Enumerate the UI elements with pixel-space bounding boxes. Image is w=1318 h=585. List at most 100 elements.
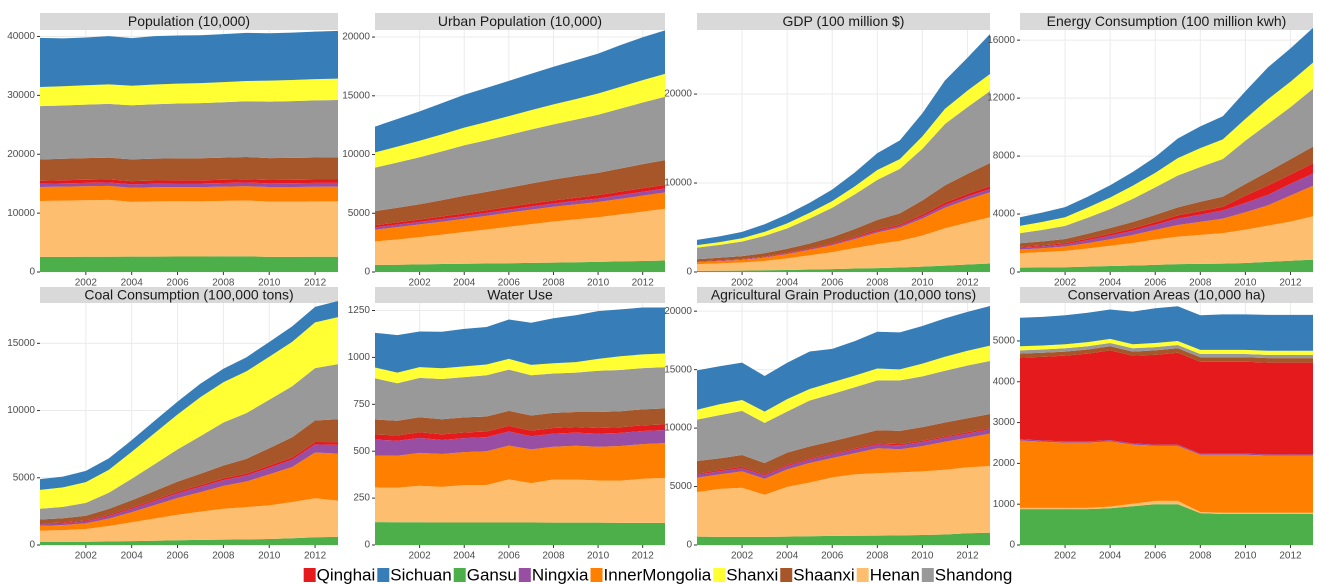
area bbox=[40, 364, 338, 520]
area bbox=[375, 260, 665, 272]
y-tick-label: 0 bbox=[364, 540, 370, 551]
y-tick-label: 10000 bbox=[342, 149, 370, 160]
area bbox=[697, 345, 990, 423]
area bbox=[375, 522, 665, 545]
area bbox=[375, 477, 665, 523]
y-tick-label: 2000 bbox=[993, 458, 1016, 469]
strip-title: GDP (100 million $) bbox=[783, 13, 905, 29]
x-tick-label: 2002 bbox=[408, 278, 431, 289]
y-tick-label: 0 bbox=[29, 540, 35, 551]
x-tick-label: 2008 bbox=[866, 278, 889, 289]
strip bbox=[375, 287, 665, 303]
area bbox=[375, 307, 665, 373]
area bbox=[1020, 306, 1313, 351]
x-tick-label: 2004 bbox=[453, 278, 476, 289]
area bbox=[40, 498, 338, 543]
x-tick-label: 2006 bbox=[498, 551, 521, 562]
y-tick-label: 4000 bbox=[993, 209, 1016, 220]
strip-title: Water Use bbox=[487, 287, 553, 303]
area bbox=[40, 536, 338, 545]
y-tick-label: 250 bbox=[353, 493, 370, 504]
x-tick-label: 2008 bbox=[1189, 278, 1212, 289]
area bbox=[1020, 88, 1313, 244]
area bbox=[40, 185, 338, 202]
legend-swatch bbox=[303, 568, 316, 582]
area bbox=[375, 208, 665, 265]
area bbox=[375, 30, 665, 153]
area bbox=[40, 100, 338, 160]
y-tick-label: 4000 bbox=[993, 376, 1016, 387]
x-tick-label: 2008 bbox=[542, 278, 565, 289]
y-tick-label: 5000 bbox=[993, 336, 1016, 347]
area bbox=[697, 465, 990, 537]
strip-title: Population (10,000) bbox=[128, 13, 250, 29]
x-tick-label: 2008 bbox=[212, 551, 235, 562]
area bbox=[697, 428, 990, 476]
x-tick-label: 2010 bbox=[587, 278, 610, 289]
x-tick-label: 2004 bbox=[1099, 551, 1122, 562]
y-tick-label: 0 bbox=[1009, 540, 1015, 551]
strip bbox=[40, 287, 338, 303]
x-tick-label: 2010 bbox=[911, 551, 934, 562]
x-tick-label: 2002 bbox=[731, 551, 754, 562]
x-tick-label: 2012 bbox=[1279, 551, 1302, 562]
strip-title: Coal Consumption (100,000 tons) bbox=[84, 287, 293, 303]
x-tick-label: 2006 bbox=[821, 278, 844, 289]
y-tick-label: 12000 bbox=[987, 93, 1015, 104]
y-tick-label: 5000 bbox=[670, 481, 693, 492]
y-tick-label: 40000 bbox=[7, 31, 35, 42]
area bbox=[375, 188, 665, 230]
x-tick-label: 2010 bbox=[911, 278, 934, 289]
area bbox=[697, 360, 990, 464]
area bbox=[1020, 338, 1313, 355]
area bbox=[40, 78, 338, 107]
y-tick-label: 10000 bbox=[664, 178, 692, 189]
y-tick-label: 0 bbox=[1009, 267, 1015, 278]
strip bbox=[375, 13, 665, 30]
area bbox=[40, 452, 338, 531]
area bbox=[375, 160, 665, 226]
legend-swatch bbox=[713, 568, 726, 582]
x-tick-label: 2006 bbox=[498, 278, 521, 289]
x-tick-label: 2004 bbox=[453, 551, 476, 562]
x-tick-label: 2012 bbox=[632, 278, 655, 289]
y-tick-label: 16000 bbox=[987, 35, 1015, 46]
x-tick-label: 2002 bbox=[75, 278, 98, 289]
x-tick-label: 2010 bbox=[1234, 278, 1257, 289]
area bbox=[697, 532, 990, 545]
x-tick-label: 2002 bbox=[1054, 551, 1077, 562]
y-tick-label: 10000 bbox=[664, 423, 692, 434]
area bbox=[1020, 504, 1313, 545]
area bbox=[697, 263, 990, 272]
legend-text: Henan bbox=[870, 565, 920, 584]
area bbox=[40, 182, 338, 188]
x-tick-label: 2012 bbox=[632, 551, 655, 562]
y-tick-label: 1000 bbox=[993, 499, 1016, 510]
strip bbox=[40, 13, 338, 30]
area bbox=[697, 90, 990, 260]
y-tick-label: 30000 bbox=[7, 90, 35, 101]
area bbox=[1020, 440, 1313, 513]
y-tick-label: 1000 bbox=[348, 352, 371, 363]
area bbox=[375, 192, 665, 242]
strip-title: Agricultural Grain Production (10,000 to… bbox=[711, 287, 976, 303]
y-tick-label: 10000 bbox=[7, 405, 35, 416]
y-tick-label: 0 bbox=[364, 267, 370, 278]
x-tick-label: 2006 bbox=[166, 278, 189, 289]
legend-swatch bbox=[590, 568, 603, 582]
legend-swatch bbox=[453, 568, 466, 582]
area bbox=[1020, 342, 1313, 359]
legend-swatch bbox=[518, 568, 531, 582]
x-tick-label: 2004 bbox=[776, 551, 799, 562]
y-tick-label: 15000 bbox=[664, 364, 692, 375]
legend-text: Qinghai bbox=[317, 565, 376, 584]
legend-text: Shaanxi bbox=[793, 565, 854, 584]
strip bbox=[1020, 287, 1313, 303]
y-tick-label: 0 bbox=[29, 267, 35, 278]
x-tick-label: 2002 bbox=[731, 278, 754, 289]
legend-text: Ningxia bbox=[532, 565, 589, 584]
legend-text: InnerMongolia bbox=[604, 565, 712, 584]
legend-swatch bbox=[921, 568, 934, 582]
area bbox=[375, 96, 665, 212]
